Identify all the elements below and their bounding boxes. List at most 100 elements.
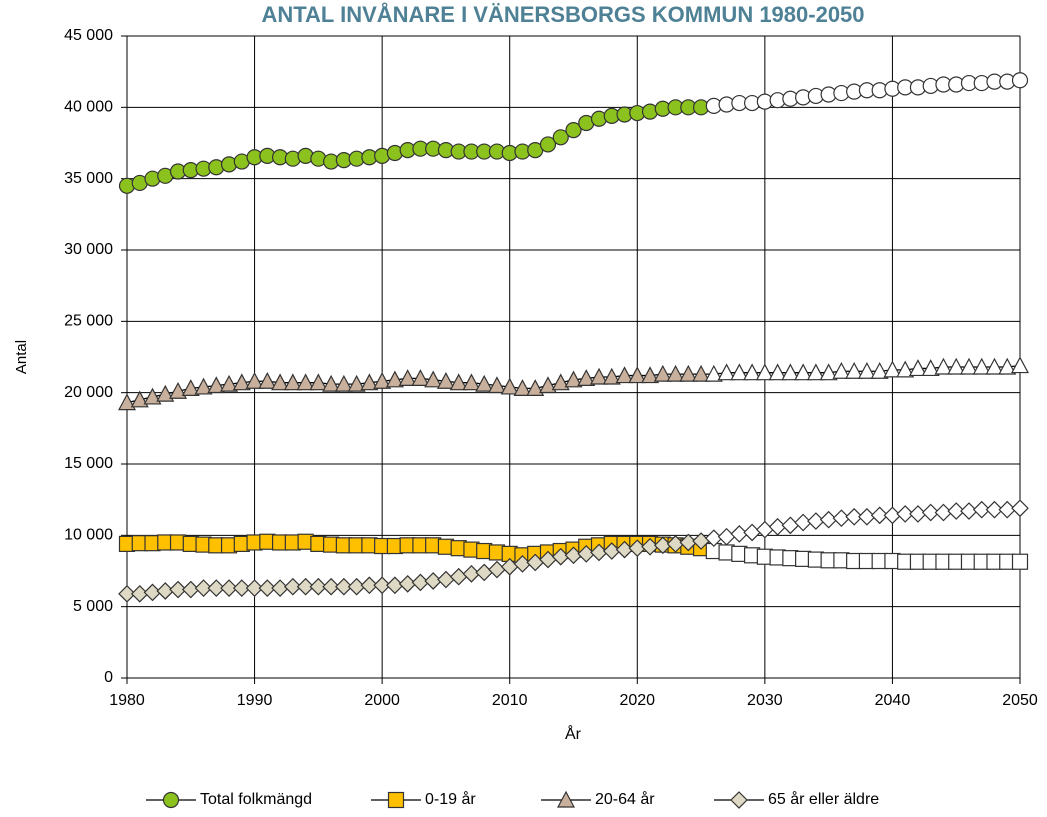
marker xyxy=(207,376,226,394)
marker xyxy=(921,359,940,377)
marker xyxy=(947,357,966,375)
marker xyxy=(513,379,532,396)
marker xyxy=(118,584,136,603)
marker xyxy=(475,563,494,582)
marker xyxy=(258,579,277,597)
marker xyxy=(883,360,902,378)
legend-label: 65 år eller äldre xyxy=(768,790,879,808)
marker xyxy=(526,379,545,396)
x-tick-label: 2040 xyxy=(875,692,911,709)
marker xyxy=(615,366,634,384)
marker xyxy=(245,371,264,389)
marker xyxy=(283,577,302,596)
marker xyxy=(156,384,175,402)
y-tick-label: 25 000 xyxy=(64,313,113,330)
y-tick-label: 30 000 xyxy=(64,241,113,258)
marker xyxy=(220,579,238,597)
marker xyxy=(704,364,723,382)
marker xyxy=(309,577,328,596)
marker xyxy=(692,364,711,382)
marker xyxy=(130,390,149,408)
marker xyxy=(628,366,647,384)
marker xyxy=(730,363,749,381)
x-tick-label: 2050 xyxy=(1002,692,1038,709)
marker xyxy=(998,357,1017,375)
marker xyxy=(436,371,455,389)
marker xyxy=(194,579,213,597)
marker xyxy=(602,367,621,385)
marker xyxy=(1011,72,1029,89)
legend-label: Total folkmängd xyxy=(200,791,312,808)
legend-label: 20-64 år xyxy=(595,790,655,808)
legend-marker xyxy=(557,790,575,808)
marker xyxy=(908,359,927,377)
marker xyxy=(283,373,302,391)
marker xyxy=(845,507,864,526)
y-axis-label: Antal xyxy=(13,340,30,374)
x-tick-label: 1980 xyxy=(109,692,145,709)
x-tick-label: 1990 xyxy=(237,692,273,709)
marker xyxy=(1011,356,1029,374)
marker xyxy=(857,361,876,379)
marker xyxy=(539,136,557,153)
marker xyxy=(781,516,800,535)
marker xyxy=(309,373,328,391)
marker xyxy=(653,364,672,382)
marker xyxy=(870,361,889,379)
marker xyxy=(806,363,825,381)
marker xyxy=(335,577,353,596)
marker xyxy=(398,369,417,386)
marker xyxy=(845,361,864,379)
marker xyxy=(972,357,991,375)
marker xyxy=(334,374,353,392)
marker xyxy=(641,366,660,384)
x-tick-label: 2020 xyxy=(619,692,655,709)
x-tick-label: 2030 xyxy=(747,692,783,709)
marker xyxy=(896,360,915,378)
legend-marker xyxy=(162,791,180,809)
marker xyxy=(538,376,557,394)
marker xyxy=(985,500,1004,519)
marker xyxy=(832,361,851,379)
marker xyxy=(666,364,685,382)
marker xyxy=(360,373,379,391)
marker xyxy=(143,387,162,405)
marker xyxy=(296,577,315,596)
y-tick-label: 35 000 xyxy=(64,170,113,187)
x-axis-label: År xyxy=(565,724,582,743)
marker xyxy=(411,369,430,386)
marker xyxy=(322,374,341,392)
marker xyxy=(258,371,277,389)
chart-title: ANTAL INVÅNARE I VÄNERSBORGS KOMMUN 1980… xyxy=(261,1,864,27)
x-tick-label: 2000 xyxy=(364,692,400,709)
marker xyxy=(717,363,736,381)
marker xyxy=(781,363,800,381)
marker xyxy=(717,527,736,546)
marker xyxy=(169,381,188,399)
y-tick-label: 45 000 xyxy=(64,27,113,44)
marker xyxy=(794,363,813,381)
marker xyxy=(743,523,761,542)
y-tick-label: 10 000 xyxy=(64,527,113,544)
marker xyxy=(373,576,391,595)
marker xyxy=(934,357,953,375)
marker xyxy=(449,567,468,586)
x-tick-label: 2010 xyxy=(492,692,528,709)
marker xyxy=(475,374,494,392)
marker xyxy=(449,373,468,391)
marker xyxy=(590,367,609,385)
legend-label: 0-19 år xyxy=(425,790,476,808)
marker xyxy=(232,373,251,391)
marker xyxy=(118,393,136,411)
marker xyxy=(1011,553,1029,570)
marker xyxy=(679,364,698,382)
marker xyxy=(1011,499,1029,518)
marker xyxy=(768,363,787,381)
marker xyxy=(373,371,392,389)
marker xyxy=(437,570,455,589)
marker xyxy=(488,560,506,579)
marker xyxy=(972,500,991,519)
marker xyxy=(921,503,940,522)
